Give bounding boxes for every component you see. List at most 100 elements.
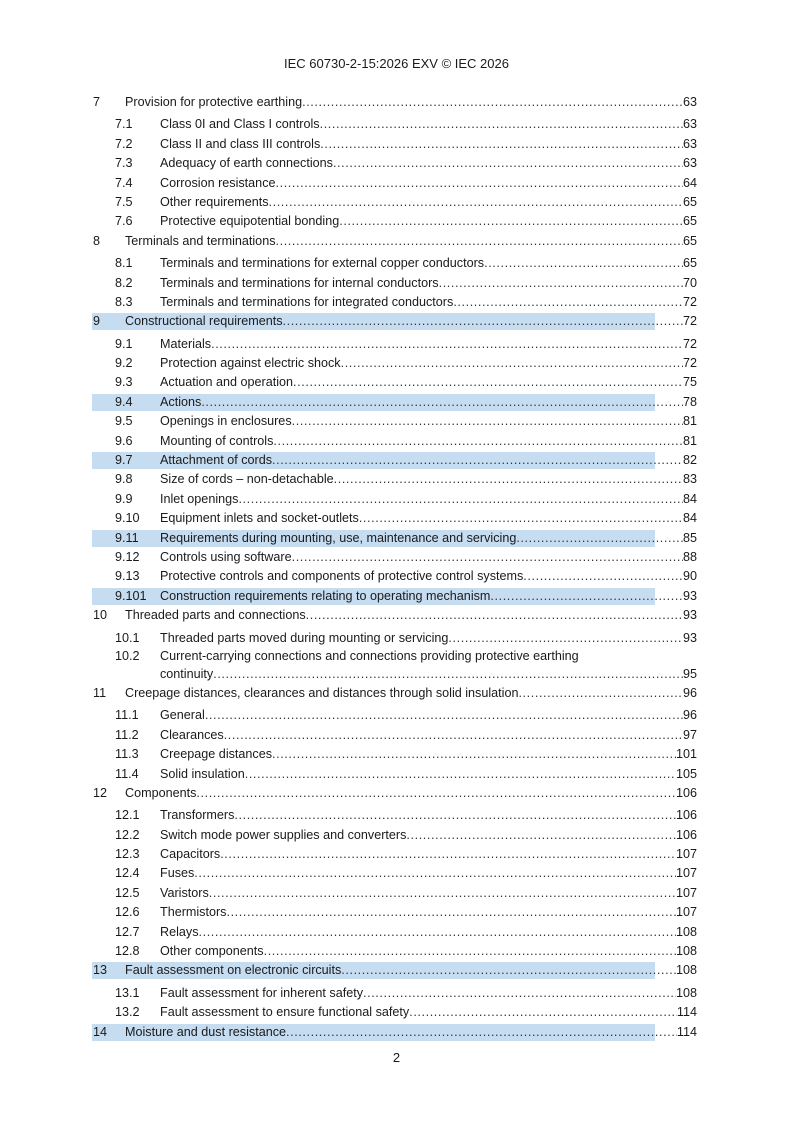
toc-entry[interactable]: 11.1 General 96 (92, 706, 697, 725)
toc-entry-page: 84 (682, 491, 697, 506)
toc-entry[interactable]: 12.6 Thermistors 107 (92, 903, 697, 922)
toc-entry[interactable]: 8.1 Terminals and terminations for extern… (92, 254, 697, 273)
dot-leader (292, 548, 683, 567)
toc-entry[interactable]: 12 Components 106 (92, 784, 697, 804)
toc-entry[interactable]: 11.4 Solid insulation 105 (92, 765, 697, 784)
toc-entry[interactable]: 13 Fault assessment on electronic circuit… (92, 961, 697, 981)
toc-entry-page: 96 (682, 708, 697, 723)
toc-entry[interactable]: 7.6 Protective equipotential bonding 65 (92, 212, 697, 231)
toc-entry-number: 13.1 (115, 985, 140, 1000)
toc-entry[interactable]: 12.2 Switch mode power supplies and conve… (92, 826, 697, 845)
toc-entry-title: Switch mode power supplies and converter… (160, 827, 407, 842)
toc-entry[interactable]: 12.4 Fuses 107 (92, 864, 697, 883)
toc-entry-number: 9.6 (115, 433, 133, 448)
toc-entry-title: Creepage distances (160, 747, 273, 762)
toc-entry-title: Class 0I and Class I controls (160, 117, 320, 132)
toc-entry-title: Openings in enclosures (160, 414, 292, 429)
toc-entry[interactable]: 12.7 Relays 108 (92, 923, 697, 942)
toc-entry-title: Threaded parts and connections (125, 608, 306, 623)
dot-leader (523, 567, 683, 586)
toc-entry[interactable]: 12.1 Transformers 106 (92, 806, 697, 825)
toc-entry-page: 108 (675, 924, 697, 939)
toc-entry[interactable]: 8 Terminals and terminations 65 (92, 232, 697, 252)
toc-entry[interactable]: 9.7 Attachment of cords 82 (92, 451, 697, 470)
toc-entry-title: Adequacy of earth connections (160, 156, 333, 171)
toc-entry[interactable]: 9.5 Openings in enclosures 81 (92, 412, 697, 431)
toc-entry[interactable]: 13.2 Fault assessment to ensure functiona… (92, 1003, 697, 1022)
toc-entry[interactable]: 11.3 Creepage distances 101 (92, 745, 697, 764)
toc-entry[interactable]: 9.6 Mounting of controls 81 (92, 432, 697, 451)
toc-entry[interactable]: 9.101 Construction requirements relating … (92, 587, 697, 606)
toc-entry-title: Inlet openings (160, 491, 239, 506)
toc-entry[interactable]: 11.2 Clearances 97 (92, 726, 697, 745)
toc-entry[interactable]: 9 Constructional requirements 72 (92, 312, 697, 332)
toc-entry-title: Requirements during mounting, use, maint… (160, 530, 517, 545)
toc-entry-page: 107 (675, 866, 697, 881)
toc-entry[interactable]: 9.1 Materials 72 (92, 335, 697, 354)
toc-entry[interactable]: 9.11 Requirements during mounting, use, m… (92, 529, 697, 548)
toc-entry-title: Size of cords – non-detachable (160, 472, 334, 487)
toc-entry-page: 65 (682, 256, 697, 271)
toc-entry-page: 63 (682, 136, 697, 151)
toc-entry[interactable]: 9.9 Inlet openings 84 (92, 490, 697, 509)
toc-entry[interactable]: 9.4 Actions 78 (92, 393, 697, 412)
toc-entry[interactable]: 7.3 Adequacy of earth connections 63 (92, 154, 697, 173)
toc-entry[interactable]: 12.3 Capacitors 107 (92, 845, 697, 864)
toc-entry-number: 7.1 (115, 117, 133, 132)
toc-entry-title: Constructional requirements (125, 314, 283, 329)
dot-leader (272, 451, 683, 470)
toc-entry-title: Clearances (160, 727, 224, 742)
toc-entry[interactable]: 7 Provision for protective earthing 63 (92, 93, 697, 113)
toc-entry-number: 7.3 (115, 156, 133, 171)
toc-entry-number: 9.101 (115, 588, 147, 603)
toc-entry-number: 8 (93, 233, 101, 248)
toc-entry[interactable]: 8.2 Terminals and terminations for intern… (92, 274, 697, 293)
dot-leader (293, 373, 683, 392)
toc-entry[interactable]: 9.10 Equipment inlets and socket-outlets 8… (92, 509, 697, 528)
toc-entry[interactable]: 13.1 Fault assessment for inherent safety… (92, 984, 697, 1003)
toc-entry-page: 72 (682, 294, 697, 309)
toc-entry[interactable]: 7.2 Class II and class III controls 63 (92, 135, 697, 154)
dot-leader (448, 629, 683, 648)
dot-leader (205, 706, 683, 725)
toc-entry[interactable]: 12.8 Other components 108 (92, 942, 697, 961)
toc-entry[interactable]: 9.8 Size of cords – non-detachable 83 (92, 470, 697, 489)
toc-entry-number: 12.2 (115, 827, 140, 842)
toc-entry-title: Thermistors (160, 905, 227, 920)
toc-entry[interactable]: 7.4 Corrosion resistance 64 (92, 174, 697, 193)
dot-leader (211, 335, 683, 354)
dot-leader (302, 93, 683, 112)
toc-entry-number: 9.11 (115, 530, 139, 545)
toc-entry[interactable]: 10.1 Threaded parts moved during mounting… (92, 629, 697, 648)
toc-entry[interactable]: 12.5 Varistors 107 (92, 884, 697, 903)
toc-entry-page: 72 (682, 314, 697, 329)
toc-entry[interactable]: 7.5 Other requirements 65 (92, 193, 697, 212)
toc-entry-number: 7.6 (115, 214, 133, 229)
toc-entry-page: 114 (676, 1005, 697, 1020)
toc-entry[interactable]: 10 Threaded parts and connections 93 (92, 606, 697, 626)
toc-entry-page: 72 (682, 336, 697, 351)
toc-entry[interactable]: 14 Moisture and dust resistance 114 (92, 1023, 697, 1043)
toc-entry[interactable]: 9.3 Actuation and operation 75 (92, 373, 697, 392)
toc-entry-number: 7.2 (115, 136, 133, 151)
toc-entry-number: 11.2 (115, 727, 139, 742)
toc-entry[interactable]: 8.3 Terminals and terminations for integr… (92, 293, 697, 312)
toc-entry-page: 65 (682, 194, 697, 209)
dot-leader (209, 884, 676, 903)
toc-entry-number: 7.4 (115, 175, 133, 190)
toc-entry-number: 9.13 (115, 569, 140, 584)
toc-entry[interactable]: 9.12 Controls using software 88 (92, 548, 697, 567)
toc-entry[interactable]: 9.2 Protection against electric shock 72 (92, 354, 697, 373)
toc-entry-number: 12.4 (115, 866, 140, 881)
toc-entry[interactable]: 10.2 Current-carrying connections and con… (92, 648, 697, 684)
dot-leader (201, 393, 683, 412)
dot-leader (490, 587, 683, 606)
toc-entry[interactable]: 7.1 Class 0I and Class I controls 63 (92, 115, 697, 134)
toc-entry[interactable]: 9.13 Protective controls and components o… (92, 567, 697, 586)
toc-entry-page: 106 (675, 808, 697, 823)
toc-entry[interactable]: 11 Creepage distances, clearances and dis… (92, 684, 697, 704)
toc-entry-number: 12.7 (115, 924, 140, 939)
toc-entry-number: 9.10 (115, 511, 140, 526)
toc-entry-number: 7 (93, 95, 101, 109)
dot-leader (269, 193, 683, 212)
